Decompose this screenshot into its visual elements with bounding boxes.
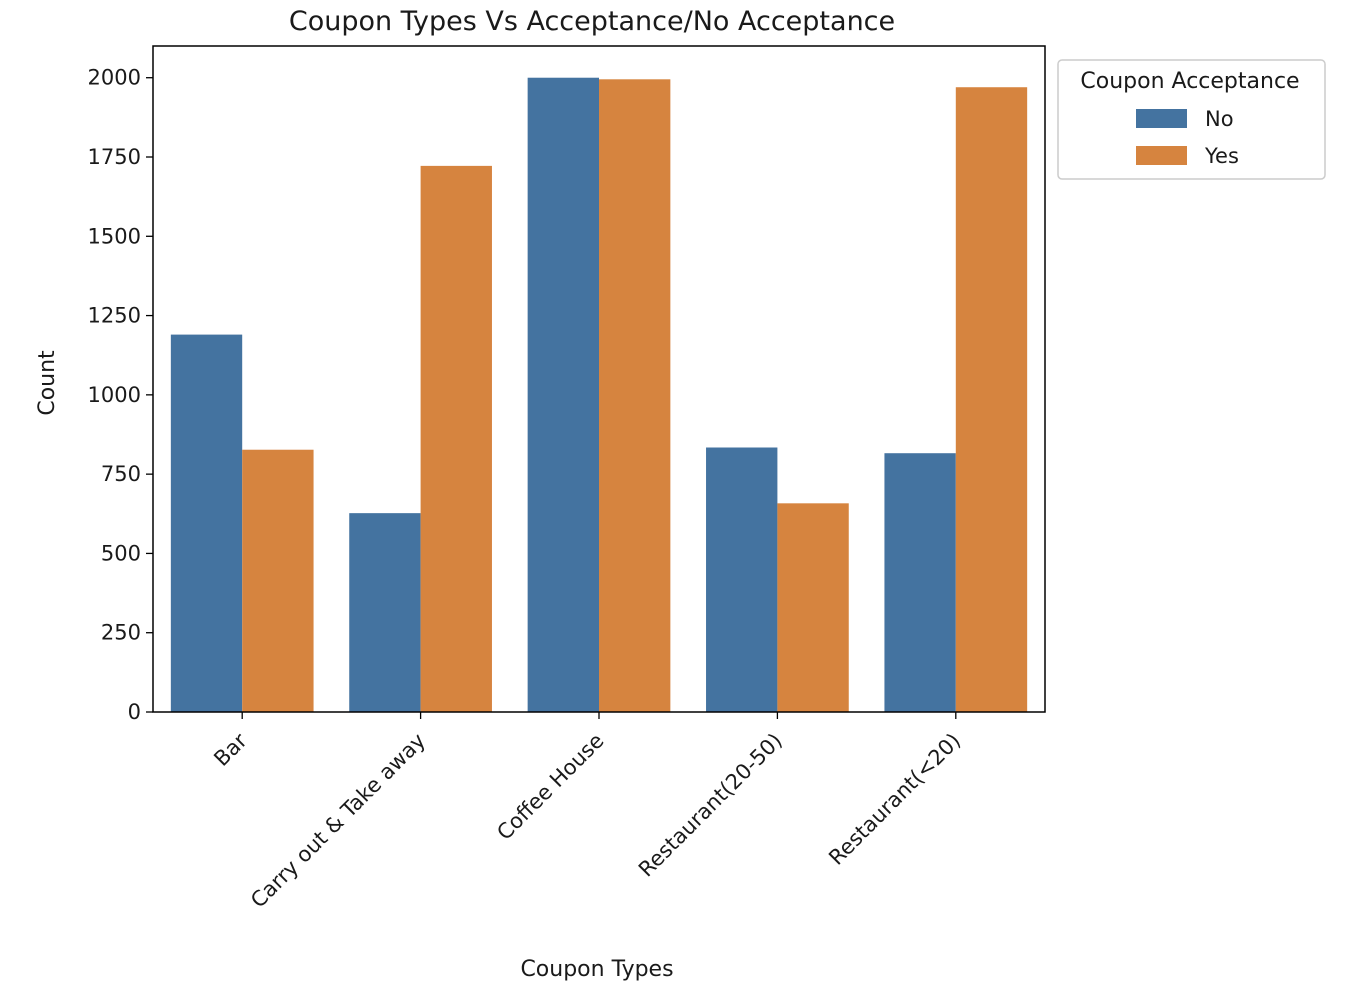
legend-swatch-yes: [1136, 146, 1187, 165]
y-tick-label: 1500: [88, 224, 141, 248]
y-tick-label: 1250: [88, 304, 141, 328]
legend-frame: [1057, 59, 1326, 180]
bar-no-3: [706, 447, 778, 712]
bar-no-2: [527, 77, 599, 712]
y-tick-label: 250: [101, 621, 141, 645]
bar-no-1: [349, 513, 421, 712]
y-tick-label: 2000: [88, 66, 141, 90]
x-tick-label: Carry out & Take away: [246, 729, 430, 913]
bar-yes-3: [777, 503, 849, 712]
x-axis-label: Coupon Types: [520, 957, 673, 982]
legend-label-no: No: [1205, 107, 1234, 131]
legend: Coupon Acceptance No Yes: [1057, 59, 1326, 180]
x-tick-label: Bar: [209, 728, 252, 771]
legend-title: Coupon Acceptance: [1080, 69, 1299, 94]
y-tick-label: 0: [128, 700, 141, 724]
y-tick-label: 750: [101, 462, 141, 486]
bar-yes-1: [420, 165, 492, 712]
x-tick-label: Restaurant(<20): [824, 729, 965, 870]
chart-title: Coupon Types Vs Acceptance/No Acceptance: [289, 6, 895, 37]
x-tick-label: Coffee House: [492, 729, 608, 845]
legend-swatch-no: [1136, 109, 1187, 128]
bar-yes-0: [242, 449, 314, 712]
y-tick-label: 1750: [88, 145, 141, 169]
bar-yes-4: [955, 87, 1028, 712]
bar-yes-2: [599, 79, 671, 713]
y-axis-label: Count: [35, 350, 60, 416]
x-tick-label: Restaurant(20-50): [634, 729, 787, 882]
bar-no-0: [170, 334, 243, 712]
y-tick-label: 1000: [88, 383, 141, 407]
legend-label-yes: Yes: [1204, 144, 1239, 168]
bar-no-4: [884, 453, 956, 712]
y-tick-label: 500: [101, 541, 141, 565]
